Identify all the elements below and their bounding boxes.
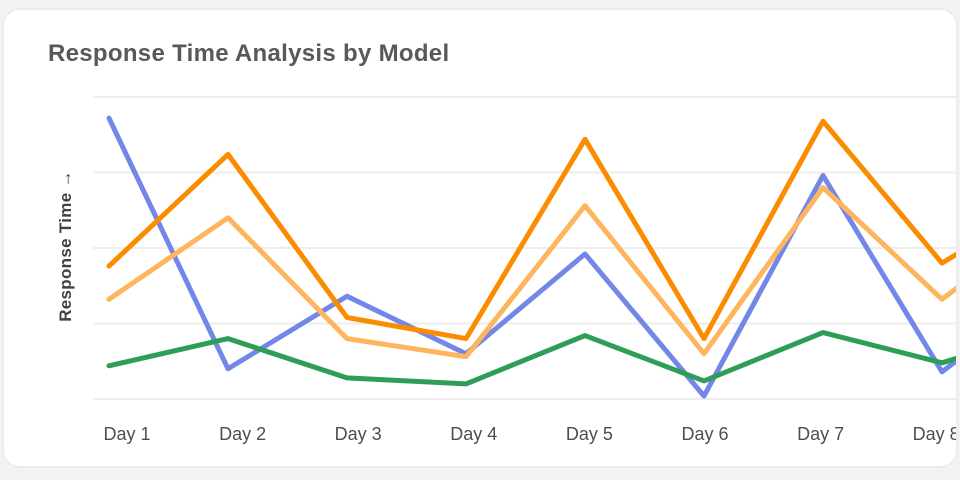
series-line-orange — [106, 118, 956, 342]
series-line-green — [106, 330, 956, 387]
x-axis-label: Day 6 — [681, 424, 729, 444]
x-axis-label: Day 1 — [103, 424, 151, 444]
series-line-blue — [106, 115, 956, 399]
chart-title: Response Time Analysis by Model — [48, 40, 450, 67]
chart-layer: Response Time Analysis by Model Response… — [2, 8, 958, 468]
line-chart-canvas[interactable] — [2, 8, 958, 468]
x-axis-label: Day 8 — [912, 424, 958, 444]
x-axis-label: Day 5 — [565, 424, 613, 444]
x-axis-label: Day 4 — [450, 424, 498, 444]
x-axis-label: Day 7 — [797, 424, 845, 444]
series-line-light-orange — [106, 185, 956, 360]
x-axis-label: Day 2 — [219, 424, 267, 444]
chart-card: Response Time Analysis by Model Response… — [2, 8, 958, 468]
x-axis-label: Day 3 — [334, 424, 382, 444]
